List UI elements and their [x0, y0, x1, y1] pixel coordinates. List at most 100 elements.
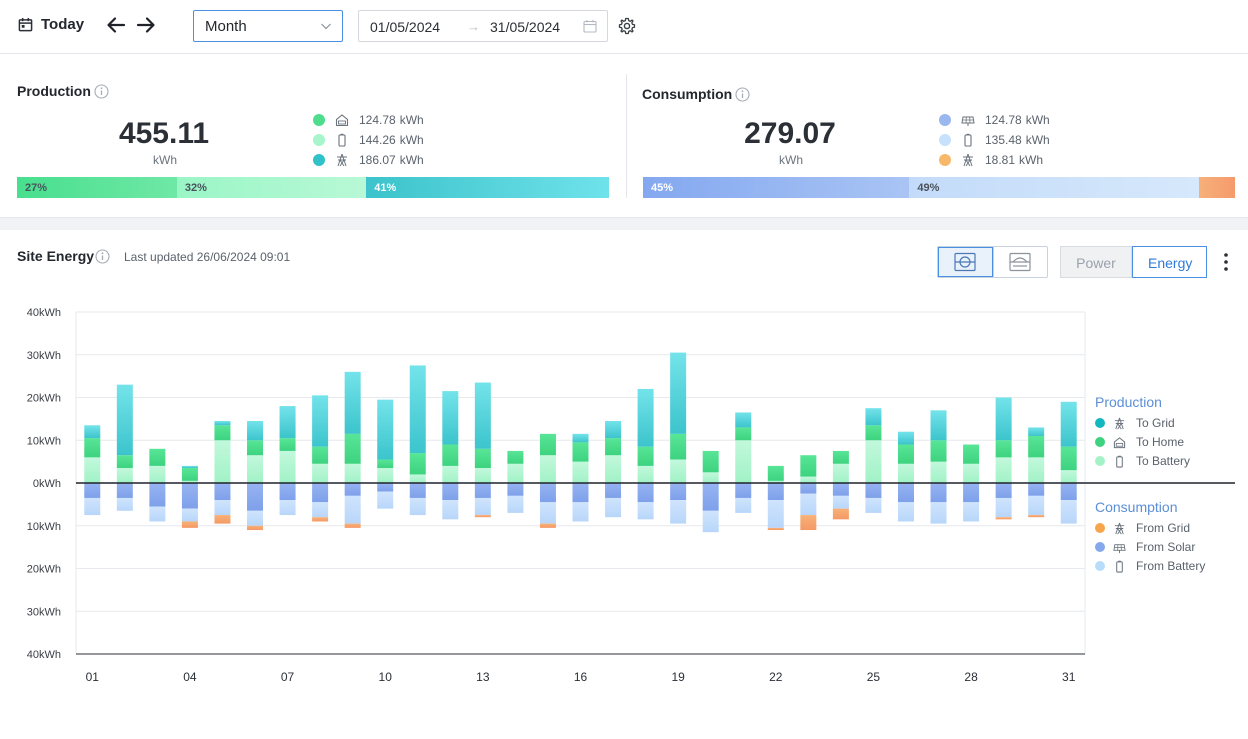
battery-icon — [1116, 455, 1123, 468]
consumption-share-battery: 49% — [909, 177, 1200, 198]
legend-consumption-title: Consumption — [1095, 499, 1178, 515]
production-battery-row: 144.26 kWh — [313, 132, 424, 148]
production-share-grid: 41% — [366, 177, 609, 198]
x-tick-label: 07 — [281, 670, 295, 684]
bar-to-grid — [670, 352, 687, 434]
bar-from-battery — [214, 500, 231, 516]
bidirectional-view-button[interactable] — [938, 247, 993, 277]
bar-from-solar — [377, 483, 394, 492]
bar-from-battery — [832, 495, 849, 509]
bar-to-battery — [344, 463, 361, 483]
bar-to-grid — [1028, 427, 1045, 436]
x-tick-label: 10 — [379, 670, 393, 684]
bar-to-battery — [377, 468, 394, 483]
bar-to-home — [474, 448, 491, 469]
bar-to-battery — [1028, 457, 1045, 483]
info-icon[interactable] — [94, 84, 109, 99]
next-period-button[interactable] — [135, 14, 157, 36]
more-options-icon[interactable] — [1219, 251, 1233, 273]
bar-to-home — [84, 438, 101, 458]
bar-to-grid — [181, 465, 198, 469]
date-range-picker[interactable]: 01/05/2024 → 31/05/2024 — [358, 10, 608, 42]
today-button[interactable]: Today — [18, 16, 84, 33]
gear-icon[interactable] — [618, 17, 636, 35]
legend-label: From Solar — [1136, 540, 1196, 554]
bar-from-grid — [474, 515, 491, 518]
bar-to-home — [539, 433, 556, 456]
pylon-icon — [963, 153, 973, 167]
bar-to-home — [930, 440, 947, 462]
consumption-title: Consumption — [642, 86, 733, 102]
bar-from-solar — [832, 483, 849, 496]
consumption-share-grid — [1199, 177, 1235, 198]
bar-to-home — [995, 440, 1012, 458]
bar-from-battery — [507, 495, 524, 513]
toolbar: Today Month 01/05/2024 → 31/05/2024 — [0, 0, 1248, 54]
period-select[interactable]: Month — [193, 10, 343, 42]
consumption-unit: kWh — [779, 153, 803, 167]
bar-to-home — [800, 455, 817, 477]
bar-to-battery — [539, 455, 556, 483]
bar-to-grid — [735, 412, 752, 428]
bar-to-home — [832, 450, 849, 464]
bar-from-solar — [1028, 483, 1045, 496]
production-grid-value: 186.07 — [359, 153, 396, 167]
legend-item-to-battery[interactable]: To Battery — [1095, 454, 1190, 468]
production-home-unit: kWh — [399, 113, 424, 127]
legend-item-from-battery[interactable]: From Battery — [1095, 559, 1205, 573]
calendar-icon — [18, 17, 33, 32]
bar-from-solar — [507, 483, 524, 496]
bar-from-battery — [897, 502, 914, 522]
bar-to-grid — [442, 391, 459, 445]
bar-to-home — [279, 438, 296, 451]
bar-from-battery — [572, 502, 589, 522]
bar-to-home — [344, 433, 361, 464]
date-to[interactable]: 31/05/2024 — [490, 19, 561, 35]
bar-from-solar — [637, 483, 654, 503]
info-icon[interactable] — [735, 87, 750, 102]
bar-to-home — [247, 440, 264, 456]
consumption-solar-value: 124.78 — [985, 113, 1022, 127]
stacked-view-button[interactable] — [992, 247, 1048, 277]
legend-dot — [313, 134, 325, 146]
legend-item-to-home[interactable]: To Home — [1095, 435, 1184, 449]
bar-to-grid — [865, 408, 882, 426]
bar-from-solar — [344, 483, 361, 496]
legend-item-from-solar[interactable]: From Solar — [1095, 540, 1195, 554]
bar-from-battery — [312, 502, 329, 518]
bar-from-solar — [474, 483, 491, 498]
bar-to-grid — [344, 371, 361, 434]
bar-to-grid — [474, 382, 491, 449]
legend-item-from-grid[interactable]: From Grid — [1095, 521, 1190, 535]
bar-from-solar — [214, 483, 231, 501]
bar-from-battery — [800, 493, 817, 516]
power-mode-button[interactable]: Power — [1060, 246, 1132, 278]
bar-to-battery — [930, 461, 947, 483]
battery-icon — [338, 133, 346, 147]
energy-mode-button[interactable]: Energy — [1132, 246, 1207, 278]
bar-to-grid — [897, 431, 914, 445]
bar-to-battery — [605, 455, 622, 483]
bar-from-grid — [247, 525, 264, 531]
bar-from-battery — [247, 510, 264, 526]
pylon-icon — [1114, 417, 1125, 429]
bar-from-solar — [995, 483, 1012, 498]
bar-from-grid — [767, 527, 784, 531]
summary-panel: Production 455.11 kWh 124.78 kWh 144.26 … — [0, 54, 1248, 218]
y-tick-label: 0kWh — [33, 478, 61, 490]
bar-to-home — [181, 468, 198, 481]
legend-dot — [1095, 456, 1105, 466]
date-from[interactable]: 01/05/2024 — [370, 19, 441, 35]
bar-to-home — [507, 450, 524, 464]
info-icon[interactable] — [95, 249, 110, 264]
consumption-share-solar: 45% — [643, 177, 910, 198]
legend-item-to-grid[interactable]: To Grid — [1095, 416, 1175, 430]
previous-period-button[interactable] — [105, 14, 127, 36]
bar-from-battery — [409, 497, 426, 516]
bar-to-home — [670, 433, 687, 460]
site-energy-title: Site Energy — [17, 248, 95, 264]
y-tick-label: 30kWh — [27, 606, 61, 618]
bar-from-solar — [247, 483, 264, 511]
bar-from-grid — [344, 523, 361, 528]
y-tick-label: 40kWh — [27, 307, 61, 319]
